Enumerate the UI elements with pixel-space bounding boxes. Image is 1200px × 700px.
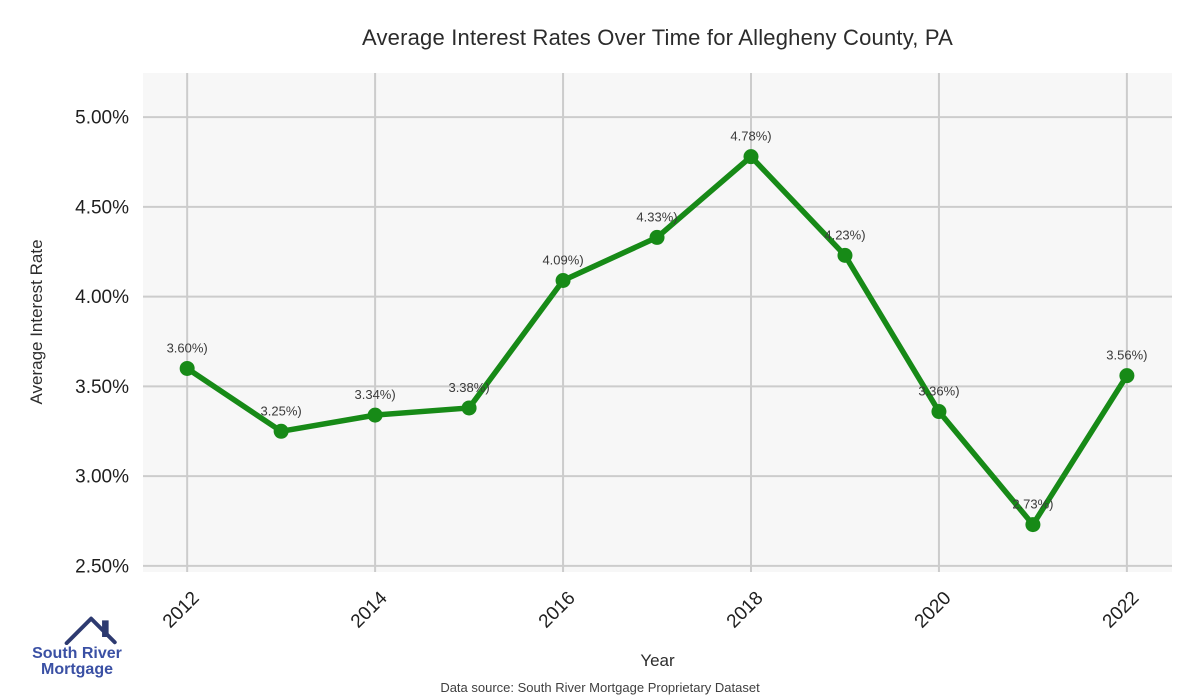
logo-text-line1: South River [32,645,122,662]
data-point [179,360,195,376]
y-tick-label: 3.00% [75,467,129,488]
x-tick-label: 2022 [1099,588,1144,633]
data-point-label: 3.56%) [1106,348,1147,363]
y-axis-title: Average Interest Rate [27,239,46,405]
x-tick-label: 2016 [535,588,580,633]
x-tick-label: 2014 [347,587,392,632]
data-point-label: 3.34%) [355,387,396,402]
data-point [931,404,947,420]
x-axis-title: Year [640,651,675,670]
data-point [837,247,853,263]
x-tick-label: 2020 [911,588,956,633]
data-point [273,423,289,439]
brand-logo: South River Mortgage [24,615,130,678]
y-tick-label: 5.00% [75,108,129,129]
data-source-note: Data source: South River Mortgage Propri… [440,680,760,695]
x-tick-label: 2012 [159,588,204,633]
data-point-label: 4.09%) [542,252,583,267]
house-roof-icon [64,616,117,645]
data-point-label: 3.25%) [261,403,302,418]
y-tick-label: 4.00% [75,287,129,308]
data-point-label: 3.60%) [167,340,208,355]
data-point-label: 4.23%) [824,227,865,242]
data-point [555,272,571,288]
y-tick-label: 2.50% [75,556,129,577]
y-tick-label: 4.50% [75,197,129,218]
y-tick-label: 3.50% [75,377,129,398]
data-point-label: 4.78%) [730,129,771,144]
data-point [649,229,665,245]
data-point [743,149,759,165]
data-point-label: 4.33%) [636,209,677,224]
chart-title: Average Interest Rates Over Time for All… [361,25,954,50]
data-point [461,400,477,416]
x-tick-label: 2018 [723,588,768,633]
data-point-label: 2.73%) [1012,497,1053,512]
data-point-label: 3.36%) [918,384,959,399]
data-point [367,407,383,423]
data-point [1025,517,1041,533]
data-point-label: 3.38%) [448,380,489,395]
logo-text-line2: Mortgage [41,661,113,678]
data-point [1119,368,1135,384]
